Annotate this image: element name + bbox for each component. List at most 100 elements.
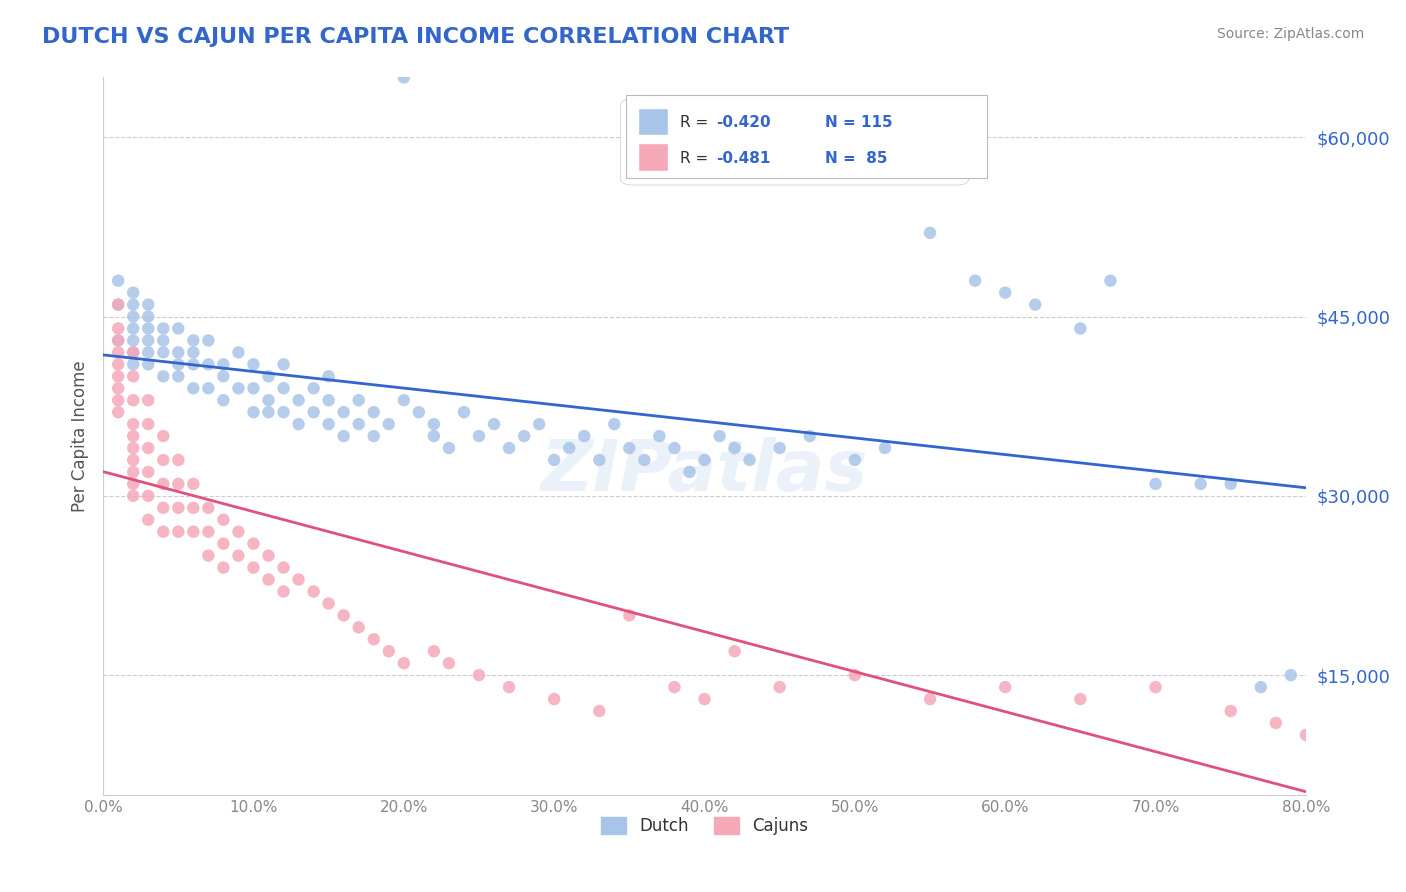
Point (918, 692, 941, 706)
Point (152, 321, 174, 335)
Point (257, 549, 280, 563)
Point (437, 441, 460, 455)
Point (302, 381, 325, 395)
Point (242, 536, 264, 550)
Point (122, 441, 145, 455)
Point (167, 345, 190, 359)
Point (318, 393, 340, 408)
Point (257, 393, 280, 408)
Point (619, 608, 641, 623)
Point (107, 381, 129, 395)
Point (527, 417, 550, 431)
Point (107, 345, 129, 359)
Point (242, 357, 264, 371)
Point (122, 357, 145, 371)
Point (167, 500, 190, 515)
Point (1189, 476, 1212, 491)
Point (197, 334, 219, 348)
Point (844, 453, 866, 467)
Point (363, 632, 385, 647)
Point (183, 381, 205, 395)
Point (197, 500, 219, 515)
Point (648, 429, 671, 443)
Point (136, 345, 159, 359)
FancyBboxPatch shape (626, 95, 987, 178)
Point (122, 453, 145, 467)
Point (287, 573, 309, 587)
Point (257, 405, 280, 419)
Point (453, 405, 475, 419)
Point (287, 417, 309, 431)
Point (197, 549, 219, 563)
Point (107, 297, 129, 311)
Point (844, 668, 866, 682)
Point (257, 573, 280, 587)
Point (468, 668, 491, 682)
Point (423, 417, 446, 431)
Point (347, 393, 370, 408)
Point (167, 476, 190, 491)
Point (1264, 716, 1286, 731)
Point (437, 657, 460, 671)
Point (273, 560, 295, 574)
Point (167, 453, 190, 467)
Point (287, 393, 309, 408)
Point (242, 381, 264, 395)
Point (723, 441, 745, 455)
Point (378, 417, 401, 431)
Point (242, 405, 264, 419)
Point (107, 321, 129, 335)
Point (152, 500, 174, 515)
Point (136, 417, 159, 431)
Point (332, 608, 354, 623)
Point (152, 524, 174, 539)
Point (363, 429, 385, 443)
Point (543, 453, 565, 467)
Point (709, 429, 731, 443)
Point (167, 357, 190, 371)
Point (122, 369, 145, 384)
Point (1309, 739, 1331, 754)
Point (1340, 764, 1362, 778)
Point (273, 405, 295, 419)
Point (723, 644, 745, 658)
Point (423, 644, 446, 658)
Point (136, 513, 159, 527)
Point (408, 405, 430, 419)
Point (242, 560, 264, 574)
Point (122, 465, 145, 479)
Point (588, 704, 610, 718)
Point (212, 536, 235, 550)
Point (1069, 321, 1091, 335)
Point (633, 453, 655, 467)
Point (228, 549, 250, 563)
Point (152, 345, 174, 359)
Point (1069, 692, 1091, 706)
Point (1250, 680, 1272, 694)
Point (197, 357, 219, 371)
Point (183, 476, 205, 491)
Point (122, 417, 145, 431)
Point (392, 657, 415, 671)
Point (664, 441, 686, 455)
Point (513, 429, 536, 443)
Point (603, 417, 626, 431)
Point (1099, 274, 1122, 288)
Point (197, 524, 219, 539)
Point (318, 417, 340, 431)
Point (152, 453, 174, 467)
Point (543, 692, 565, 706)
Point (136, 393, 159, 408)
Text: R =: R = (681, 151, 714, 166)
Point (498, 680, 520, 694)
Point (257, 369, 280, 384)
Point (122, 345, 145, 359)
Point (136, 357, 159, 371)
Point (1144, 680, 1167, 694)
Point (197, 381, 219, 395)
Point (152, 334, 174, 348)
Point (332, 429, 354, 443)
Point (1219, 476, 1241, 491)
Point (498, 441, 520, 455)
Point (273, 357, 295, 371)
